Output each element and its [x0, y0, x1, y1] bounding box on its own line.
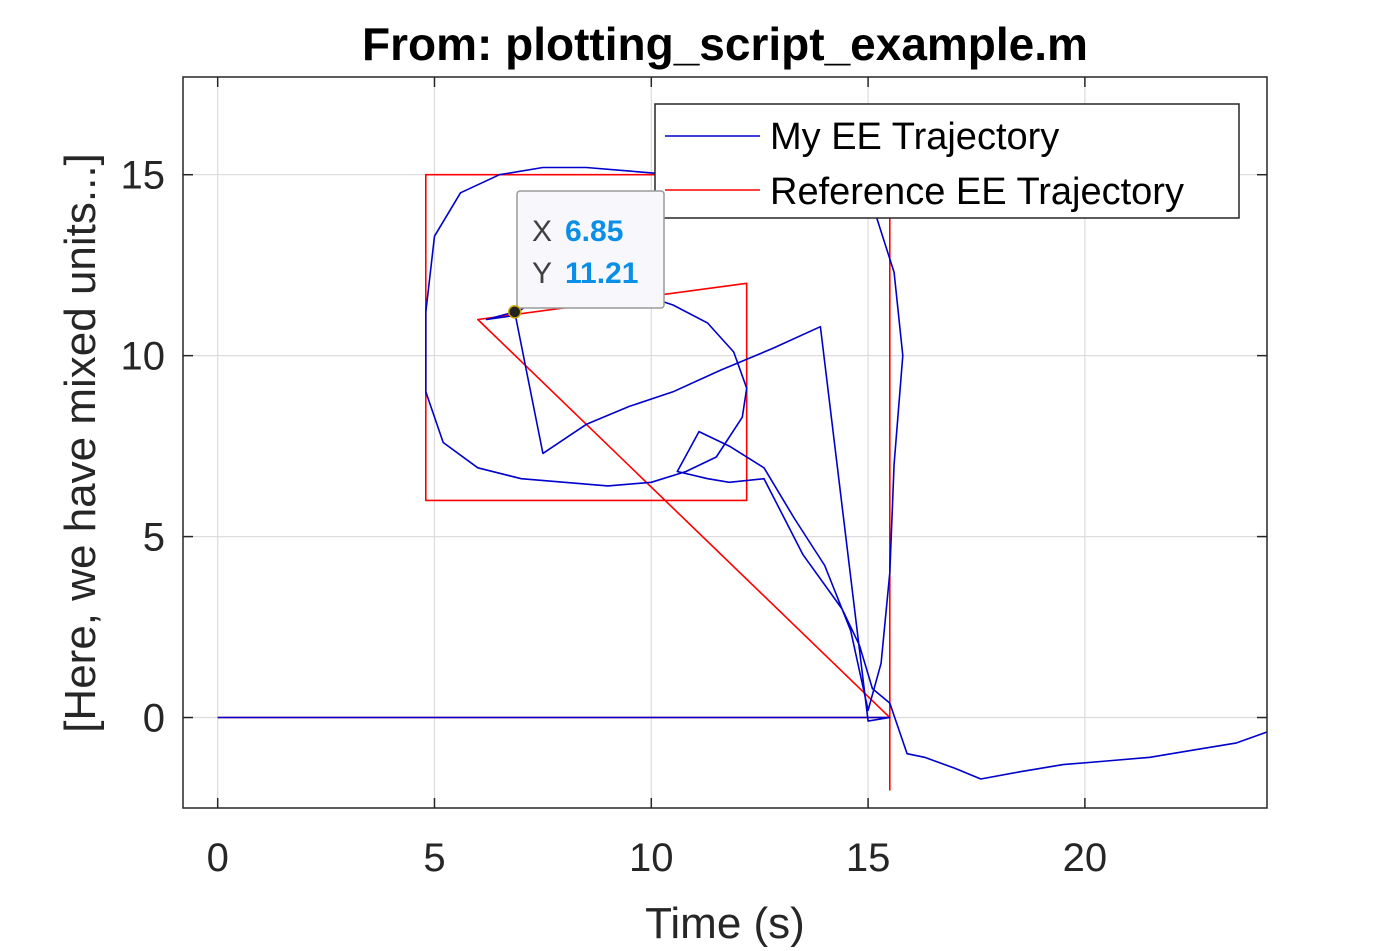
x-tick-label: 10	[629, 836, 674, 880]
y-tick-label: 15	[121, 154, 166, 198]
data-tip-x-key: X	[532, 215, 552, 248]
data-tip-y-key: Y	[532, 257, 552, 290]
data-tip-y-value: 11.21	[565, 257, 638, 290]
x-tick-label: 20	[1063, 836, 1108, 880]
legend-label-reference-ee-trajectory: Reference EE Trajectory	[770, 171, 1184, 213]
x-axis-title: Time (s)	[645, 899, 805, 948]
series-line-my-ee-trajectory[interactable]	[217, 166, 1268, 780]
ticks: 0 5 10 15 20 0 5 10 15	[121, 77, 1267, 880]
x-tick-label: 5	[423, 836, 445, 880]
y-tick-label: 10	[121, 335, 166, 379]
y-tick-label: 0	[143, 697, 165, 741]
axes-box	[182, 76, 1268, 809]
data-tip-marker[interactable]	[507, 305, 522, 319]
data-tip-box	[516, 190, 665, 309]
data-tip-x-value: 6.85	[565, 215, 623, 248]
data-tip[interactable]: X 6.85 Y 11.21	[507, 190, 665, 319]
series-line-reference-ee-trajectory[interactable]	[217, 173, 891, 791]
legend-box	[654, 103, 1240, 219]
x-tick-label: 15	[846, 836, 891, 880]
y-tick-label: 5	[143, 516, 165, 560]
legend-label-my-ee-trajectory: My EE Trajectory	[770, 116, 1059, 158]
series-group	[217, 166, 1268, 791]
y-axis-title: [Here, we have mixed units...]	[56, 153, 105, 733]
x-tick-label: 0	[207, 836, 229, 880]
chart-title: From: plotting_script_example.m	[362, 18, 1088, 70]
legend[interactable]: My EE Trajectory Reference EE Trajectory	[654, 103, 1240, 219]
